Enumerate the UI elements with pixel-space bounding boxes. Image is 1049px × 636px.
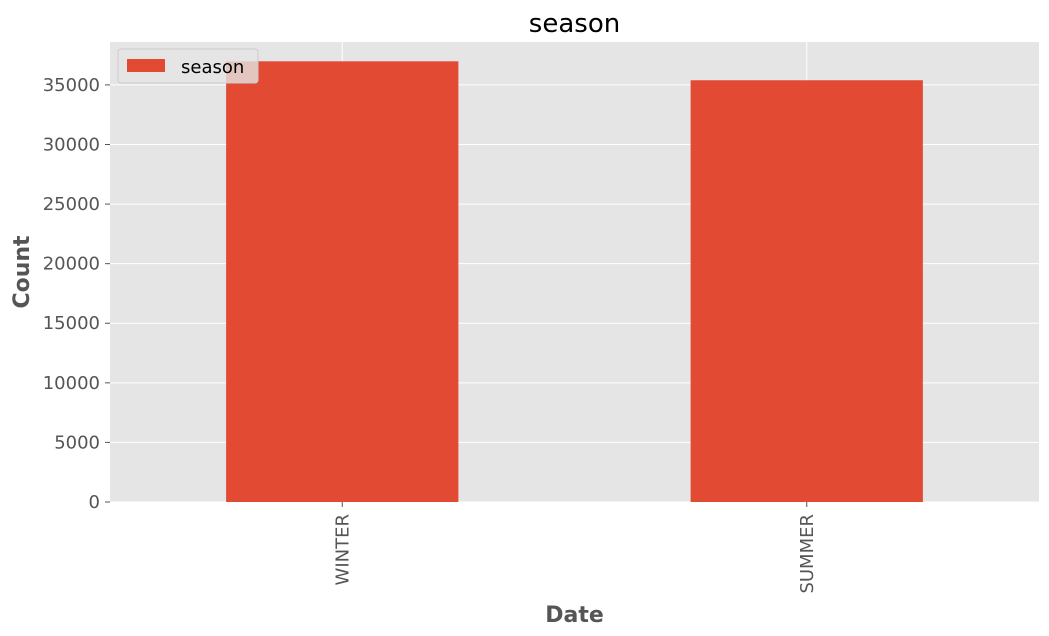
y-tick-label: 30000	[43, 134, 100, 155]
y-tick-label: 15000	[43, 313, 100, 334]
bar-winter	[226, 61, 459, 503]
y-axis-label: Count	[10, 235, 35, 309]
x-axis-label: Date	[545, 603, 604, 628]
legend-label: season	[181, 57, 244, 78]
legend: season	[117, 48, 259, 84]
x-tick-label: SUMMER	[797, 514, 818, 594]
bar-summer	[690, 80, 923, 503]
legend-swatch	[127, 59, 165, 72]
bars	[226, 61, 923, 503]
x-axis-ticks: WINTER SUMMER	[332, 502, 818, 594]
y-tick-label: 5000	[54, 432, 100, 453]
y-tick-label: 35000	[43, 75, 100, 96]
chart-title: season	[529, 9, 620, 39]
y-tick-label: 20000	[43, 254, 100, 275]
y-tick-label: 0	[89, 492, 100, 513]
y-tick-label: 25000	[43, 194, 100, 215]
y-tick-label: 10000	[43, 373, 100, 394]
y-axis-ticks: 0 5000 10000 15000 20000 25000 30000 35000	[43, 75, 110, 513]
legend-box	[117, 48, 259, 84]
x-tick-label: WINTER	[332, 514, 353, 585]
